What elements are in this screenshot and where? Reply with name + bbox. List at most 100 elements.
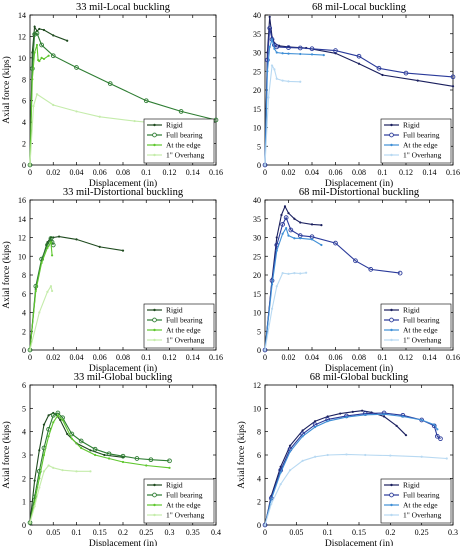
data-point: [403, 70, 409, 76]
data-point: [299, 237, 302, 240]
x-tick-label: 0.04: [70, 353, 84, 362]
data-point: [270, 307, 274, 310]
data-point: [120, 453, 126, 459]
data-point: [121, 460, 125, 464]
legend-marker: [389, 492, 394, 498]
chart-panel-3: 33 mil-Distortional buckling 0 0.02 0.04 0.0…: [1, 187, 223, 374]
data-point: [326, 415, 329, 418]
data-point: [275, 51, 278, 54]
data-point: [46, 246, 49, 249]
data-point: [287, 52, 290, 55]
data-point: [38, 27, 41, 31]
series-4: [28, 464, 92, 524]
data-point: [288, 227, 294, 233]
y-tick-label: 8: [22, 75, 26, 84]
data-point: [280, 213, 283, 217]
legend-marker: [390, 513, 393, 517]
legend-item: Rigid: [147, 121, 183, 130]
data-point: [106, 451, 112, 457]
data-point: [382, 413, 386, 416]
y-tick-label: 14: [18, 11, 26, 20]
legend-item: Full bearing: [147, 131, 203, 140]
data-point: [270, 64, 274, 67]
y-tick-label: 5: [257, 142, 261, 151]
y-tick-label: 2: [22, 140, 26, 149]
data-point: [34, 289, 37, 293]
data-point: [263, 348, 267, 352]
data-point: [288, 450, 292, 453]
chart-title: 33 mil-Local buckling: [76, 2, 171, 13]
x-tick-label: 0.12: [399, 168, 413, 177]
y-tick-label: 10: [18, 252, 26, 261]
x-tick-label: 0.1: [378, 353, 388, 362]
data-point: [107, 81, 113, 86]
legend-label: Rigid: [403, 121, 420, 130]
x-tick-label: 0.08: [116, 168, 130, 177]
x-tick-label: 0.02: [46, 353, 60, 362]
data-point: [288, 469, 292, 472]
legend-marker: [153, 513, 156, 517]
data-point: [32, 104, 35, 108]
y-tick-label: 4: [22, 309, 26, 318]
x-tick-label: 0.25: [415, 528, 429, 537]
y-tick-label: 16: [18, 196, 26, 205]
data-point: [299, 52, 302, 56]
y-tick-label: 30: [253, 49, 261, 58]
y-tick-label: 40: [253, 196, 261, 205]
y-axis-label: Axial force (kips): [1, 421, 12, 489]
chart-title: 68 mil-Local buckling: [312, 2, 407, 13]
legend-marker: [390, 143, 393, 147]
data-point: [50, 254, 54, 257]
legend-label: Rigid: [403, 481, 420, 490]
x-tick-label: 0.16: [446, 168, 460, 177]
data-point: [47, 414, 50, 417]
legend-box: [143, 118, 215, 164]
legend-label: At the edge: [403, 501, 438, 510]
legend-label: Full bearing: [166, 491, 203, 500]
data-point: [381, 73, 384, 77]
data-point: [267, 25, 273, 31]
data-point: [78, 438, 84, 444]
data-point: [52, 421, 55, 424]
data-point: [42, 470, 46, 473]
data-point: [275, 249, 278, 252]
data-point: [301, 459, 304, 462]
legend-marker: [152, 492, 157, 498]
y-tick-label: 0: [257, 161, 261, 170]
data-point: [287, 272, 290, 275]
x-axis-label: Displacement (in): [89, 363, 157, 374]
data-point: [47, 435, 50, 438]
data-point: [29, 66, 35, 71]
series-1: [28, 235, 125, 352]
series-1: [28, 411, 125, 524]
data-point: [351, 410, 354, 413]
data-point: [33, 25, 36, 28]
data-point: [263, 163, 267, 167]
data-point: [47, 464, 50, 467]
x-tick-label: 0: [263, 528, 267, 537]
data-point: [416, 79, 419, 82]
x-tick-label: 0.05: [46, 528, 60, 537]
series-4: [263, 271, 308, 352]
x-tick-label: 0.25: [139, 528, 153, 537]
y-tick-label: 12: [18, 32, 26, 41]
legend-marker: [153, 503, 156, 507]
legend-item: Rigid: [384, 481, 420, 490]
data-point: [286, 45, 291, 50]
x-tick-label: 0.1: [323, 528, 333, 537]
data-point: [293, 272, 296, 275]
legend-marker: [153, 338, 156, 342]
legend-label: Full bearing: [403, 491, 440, 500]
y-tick-label: 10: [18, 54, 26, 63]
series-4: [263, 63, 302, 167]
x-tick-label: 0.4: [211, 528, 221, 537]
legend-label: Full bearing: [166, 131, 203, 140]
series-4: [28, 284, 54, 352]
data-point: [345, 415, 348, 419]
x-tick-label: 0: [28, 168, 32, 177]
x-tick-label: 0.2: [118, 528, 128, 537]
series-line: [29, 32, 217, 166]
data-point: [265, 57, 270, 63]
